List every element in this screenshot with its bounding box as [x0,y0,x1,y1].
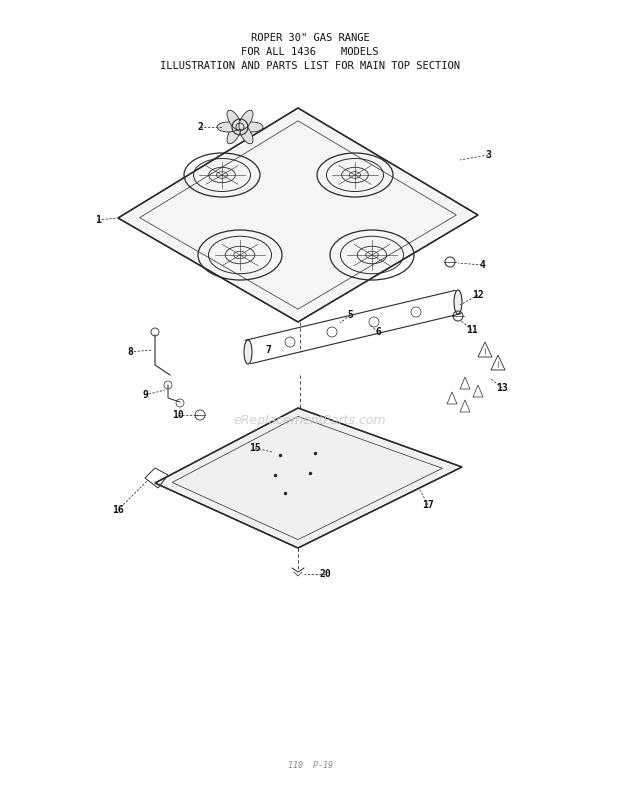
Text: 12: 12 [472,290,484,300]
Polygon shape [155,408,462,548]
Text: 6: 6 [375,327,381,337]
Text: FOR ALL 1436    MODELS: FOR ALL 1436 MODELS [241,47,379,57]
Text: 4: 4 [479,260,485,270]
Ellipse shape [454,290,462,314]
Text: 3: 3 [485,150,491,160]
Text: ROPER 30" GAS RANGE: ROPER 30" GAS RANGE [250,33,370,43]
Text: 20: 20 [319,569,331,579]
Ellipse shape [217,122,239,132]
Polygon shape [118,108,478,322]
Text: eReplacementParts.com: eReplacementParts.com [234,413,386,427]
Text: 5: 5 [347,310,353,320]
Text: 7: 7 [265,345,271,355]
Text: 16: 16 [112,505,124,515]
Text: 11: 11 [466,325,478,335]
Text: 9: 9 [142,390,148,400]
Text: 1: 1 [95,215,101,225]
Ellipse shape [241,122,263,132]
Text: 17: 17 [422,500,434,510]
Ellipse shape [227,110,241,130]
Text: 2: 2 [197,122,203,132]
Ellipse shape [227,124,241,144]
Ellipse shape [244,340,252,364]
Ellipse shape [239,110,253,130]
Text: ILLUSTRATION AND PARTS LIST FOR MAIN TOP SECTION: ILLUSTRATION AND PARTS LIST FOR MAIN TOP… [160,61,460,71]
Text: 110  P-19: 110 P-19 [288,761,332,769]
Text: 8: 8 [127,347,133,357]
Text: 15: 15 [249,443,261,453]
Ellipse shape [239,124,253,144]
Text: 13: 13 [496,383,508,393]
Text: 10: 10 [172,410,184,420]
